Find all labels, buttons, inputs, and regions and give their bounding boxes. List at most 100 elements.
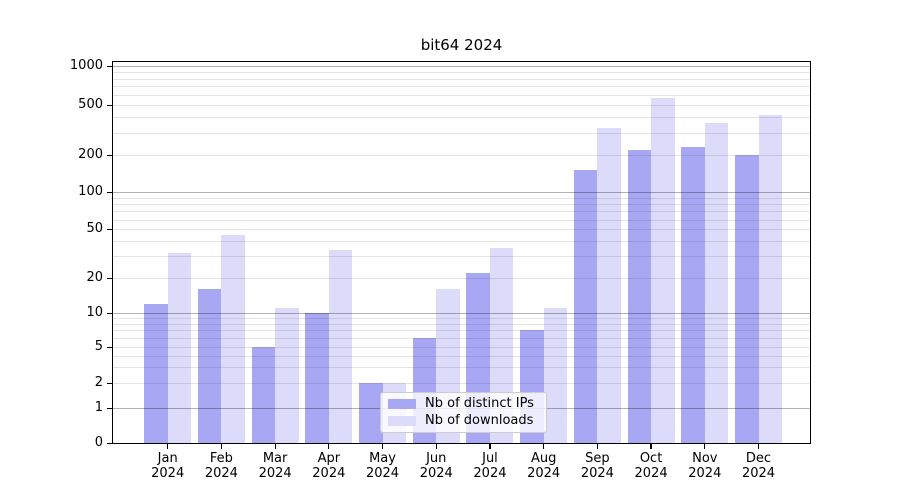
gridline-500	[113, 105, 810, 106]
gridline-700	[113, 86, 810, 88]
x-tick-mark-aug	[543, 444, 545, 449]
y-tick-mark-1000	[107, 66, 112, 68]
bar-downloads-oct	[651, 97, 675, 443]
gridline-90	[113, 197, 810, 199]
gridline-80	[113, 204, 810, 206]
bar-downloads-aug	[543, 308, 568, 443]
gridline-600	[113, 94, 810, 96]
gridline-3	[113, 367, 810, 369]
y-tick-mark-50	[107, 229, 112, 231]
gridline-7	[113, 330, 810, 332]
legend-swatch-distinct-ips	[388, 399, 416, 409]
bar-distinct-ips-apr	[305, 313, 329, 443]
bar-downloads-feb	[221, 234, 245, 443]
y-tick-mark-1	[107, 407, 112, 409]
legend-row-downloads: Nb of downloads	[388, 414, 546, 428]
gridline-50	[113, 229, 810, 231]
gridline-8	[113, 324, 810, 326]
bar-downloads-mar	[275, 308, 299, 443]
bar-distinct-ips-oct	[627, 149, 652, 443]
gridline-300	[113, 132, 810, 134]
bar-distinct-ips-nov	[681, 147, 705, 443]
legend-label-distinct-ips: Nb of distinct IPs	[425, 396, 534, 411]
x-tick-mark-nov	[704, 444, 706, 449]
gridline-1000	[113, 66, 810, 67]
bar-distinct-ips-sep	[573, 170, 598, 443]
gridline-9	[113, 318, 810, 320]
x-tick-mark-mar	[274, 444, 276, 449]
y-tick-label-5: 5	[94, 338, 103, 354]
bar-distinct-ips-feb	[197, 289, 222, 443]
x-tick-mark-jun	[435, 444, 437, 449]
y-tick-mark-5	[107, 346, 112, 348]
y-tick-mark-20	[107, 277, 112, 279]
gridline-200	[113, 155, 810, 156]
gridline-40	[113, 241, 810, 243]
bar-distinct-ips-mar	[251, 346, 276, 443]
y-tick-mark-0	[107, 443, 112, 445]
x-tick-label-may: May 2024	[365, 451, 400, 481]
y-tick-label-1: 1	[94, 399, 103, 415]
y-tick-label-500: 500	[78, 97, 103, 112]
y-tick-mark-200	[107, 155, 112, 157]
gridline-6	[113, 337, 810, 339]
gridline-100	[113, 192, 810, 194]
bar-distinct-ips-dec	[735, 155, 759, 443]
x-tick-label-dec: Dec 2024	[741, 451, 776, 481]
y-tick-mark-2	[107, 383, 112, 385]
gridline-4	[113, 355, 810, 357]
x-tick-mark-jul	[489, 444, 491, 449]
bar-distinct-ips-may	[359, 383, 383, 443]
y-tick-label-200: 200	[78, 147, 103, 162]
y-tick-label-50: 50	[86, 221, 103, 237]
gridline-70	[113, 211, 810, 213]
x-tick-label-apr: Apr 2024	[312, 451, 346, 481]
x-tick-mark-oct	[650, 444, 652, 449]
y-tick-mark-10	[107, 313, 112, 315]
bar-downloads-jan	[167, 252, 192, 443]
x-tick-label-jun: Jun 2024	[419, 451, 453, 481]
y-tick-label-2: 2	[94, 375, 103, 391]
x-tick-label-aug: Aug 2024	[527, 451, 561, 481]
x-tick-mark-sep	[596, 444, 598, 449]
y-tick-mark-500	[107, 105, 112, 107]
bar-downloads-sep	[597, 127, 621, 443]
x-tick-label-jul: Jul 2024	[473, 451, 507, 481]
gridline-5	[113, 346, 810, 348]
y-tick-label-1000: 1000	[69, 58, 103, 73]
chart-title: bit64 2024	[420, 36, 503, 54]
bar-distinct-ips-jan	[144, 303, 168, 443]
gridline-400	[113, 117, 810, 119]
legend-swatch-downloads	[388, 416, 416, 426]
x-tick-label-oct: Oct 2024	[634, 451, 668, 481]
x-tick-label-sep: Sep 2024	[580, 451, 614, 481]
gridline-2	[113, 383, 810, 385]
gridline-60	[113, 219, 810, 221]
gridline-900	[113, 71, 810, 73]
bar-downloads-nov	[704, 122, 729, 443]
y-tick-label-0: 0	[94, 435, 103, 450]
x-tick-label-jan: Jan 2024	[151, 451, 185, 481]
x-tick-mark-feb	[220, 444, 222, 449]
x-tick-label-mar: Mar 2024	[258, 451, 292, 481]
legend-label-downloads: Nb of downloads	[425, 413, 534, 428]
plot-area	[112, 61, 811, 444]
gridline-20	[113, 277, 810, 279]
y-tick-label-100: 100	[78, 184, 103, 200]
x-tick-mark-dec	[757, 444, 760, 449]
x-tick-mark-jan	[167, 444, 169, 449]
x-tick-mark-may	[381, 444, 384, 449]
x-tick-label-nov: Nov 2024	[688, 451, 722, 481]
x-tick-mark-apr	[328, 444, 330, 449]
gridline-800	[113, 78, 810, 80]
gridline-10	[113, 313, 810, 315]
y-tick-label-20: 20	[86, 269, 103, 285]
bar-downloads-dec	[758, 114, 782, 443]
gridline-30	[113, 256, 810, 258]
legend: Nb of distinct IPs Nb of downloads	[380, 392, 547, 433]
legend-row-distinct-ips: Nb of distinct IPs	[388, 397, 546, 411]
y-tick-mark-100	[107, 192, 112, 194]
bar-downloads-apr	[328, 249, 353, 443]
y-tick-label-10: 10	[86, 305, 103, 321]
